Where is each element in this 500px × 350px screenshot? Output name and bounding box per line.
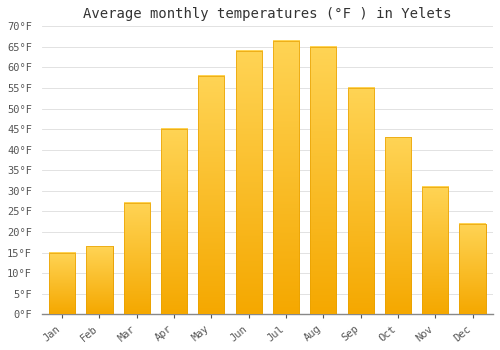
Bar: [348, 88, 374, 314]
Bar: [86, 246, 113, 314]
Bar: [49, 253, 75, 314]
Bar: [124, 203, 150, 314]
Bar: [198, 76, 224, 314]
Bar: [161, 129, 187, 314]
Bar: [460, 224, 485, 314]
Bar: [273, 41, 299, 314]
Bar: [124, 203, 150, 314]
Bar: [422, 187, 448, 314]
Bar: [198, 76, 224, 314]
Bar: [236, 51, 262, 314]
Bar: [385, 138, 411, 314]
Bar: [236, 51, 262, 314]
Bar: [273, 41, 299, 314]
Title: Average monthly temperatures (°F ) in Yelets: Average monthly temperatures (°F ) in Ye…: [83, 7, 452, 21]
Bar: [49, 253, 75, 314]
Bar: [422, 187, 448, 314]
Bar: [310, 47, 336, 314]
Bar: [385, 138, 411, 314]
Bar: [348, 88, 374, 314]
Bar: [310, 47, 336, 314]
Bar: [86, 246, 113, 314]
Bar: [161, 129, 187, 314]
Bar: [460, 224, 485, 314]
